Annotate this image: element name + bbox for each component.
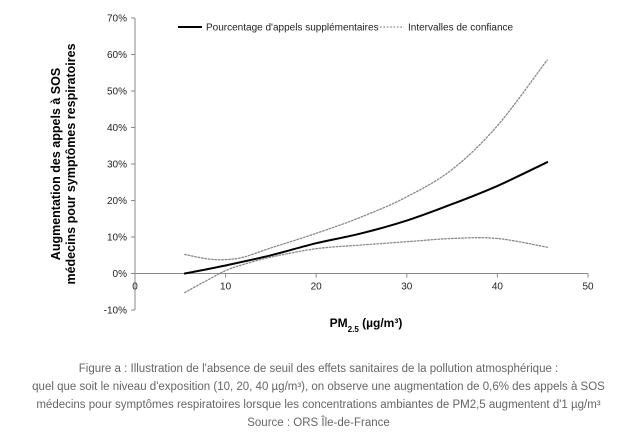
x-tick-label: 30	[401, 282, 413, 293]
y-tick-label: 0%	[113, 269, 128, 280]
chart: -10% 0% 10% 20% 30% 40% 50% 60% 70% 0 10 20 30 40 50 Po…	[49, 14, 594, 334]
y-tick-label: 30%	[107, 160, 127, 171]
ci-lower-line	[184, 237, 548, 294]
legend-label: Intervalles de confiance	[408, 23, 514, 34]
y-tick-label: -10%	[104, 306, 127, 317]
series-main-line	[183, 161, 549, 275]
y-axis-title: Augmentation des appels à SOS médecins p…	[49, 43, 78, 284]
x-tick-label: 50	[582, 282, 594, 293]
y-tick-label: 20%	[107, 196, 127, 207]
y-tick-label: 50%	[107, 87, 127, 98]
figure-caption: Figure a : Illustration de l'absence de …	[0, 360, 637, 432]
y-tick-label: 60%	[107, 50, 127, 61]
caption-line-2: quel que soit le niveau d'exposition (10…	[32, 381, 605, 393]
x-tick-label: 10	[220, 282, 232, 293]
x-tick-label: 0	[132, 282, 138, 293]
y-tick-label: 70%	[107, 14, 127, 25]
ci-upper-line	[184, 59, 548, 261]
x-tick-label: 20	[311, 282, 323, 293]
y-tick-label: 40%	[107, 123, 127, 134]
caption-source: Source : ORS Île-de-France	[247, 417, 390, 429]
y-tick-label: 10%	[107, 233, 127, 244]
caption-line-1: Figure a : Illustration de l'absence de …	[78, 363, 559, 375]
legend-label: Pourcentage d'appels supplémentaires	[206, 23, 379, 34]
plot-area: -10% 0% 10% 20% 30% 40% 50% 60% 70% 0 10 20 30 40 50 Po…	[104, 14, 594, 317]
caption-line-3: médecins pour symptômes respiratoires lo…	[36, 399, 601, 411]
y-axis-title-line1: Augmentation des appels à SOS	[49, 68, 63, 260]
x-tick-label: 40	[492, 282, 504, 293]
y-axis-title-line2: médecins pour symptômes respiratoires	[64, 43, 78, 284]
x-axis-title: PM2.5 (µg/m³)	[330, 316, 403, 334]
